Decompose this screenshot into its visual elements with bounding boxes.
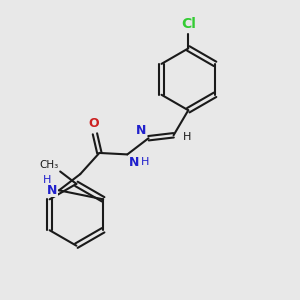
- Text: H: H: [183, 132, 191, 142]
- Text: O: O: [88, 117, 99, 130]
- Text: N: N: [136, 124, 146, 137]
- Text: H: H: [141, 157, 149, 167]
- Text: Cl: Cl: [181, 17, 196, 31]
- Text: H: H: [42, 175, 51, 185]
- Text: N: N: [129, 156, 139, 169]
- Text: CH₃: CH₃: [40, 160, 59, 170]
- Text: N: N: [47, 184, 58, 197]
